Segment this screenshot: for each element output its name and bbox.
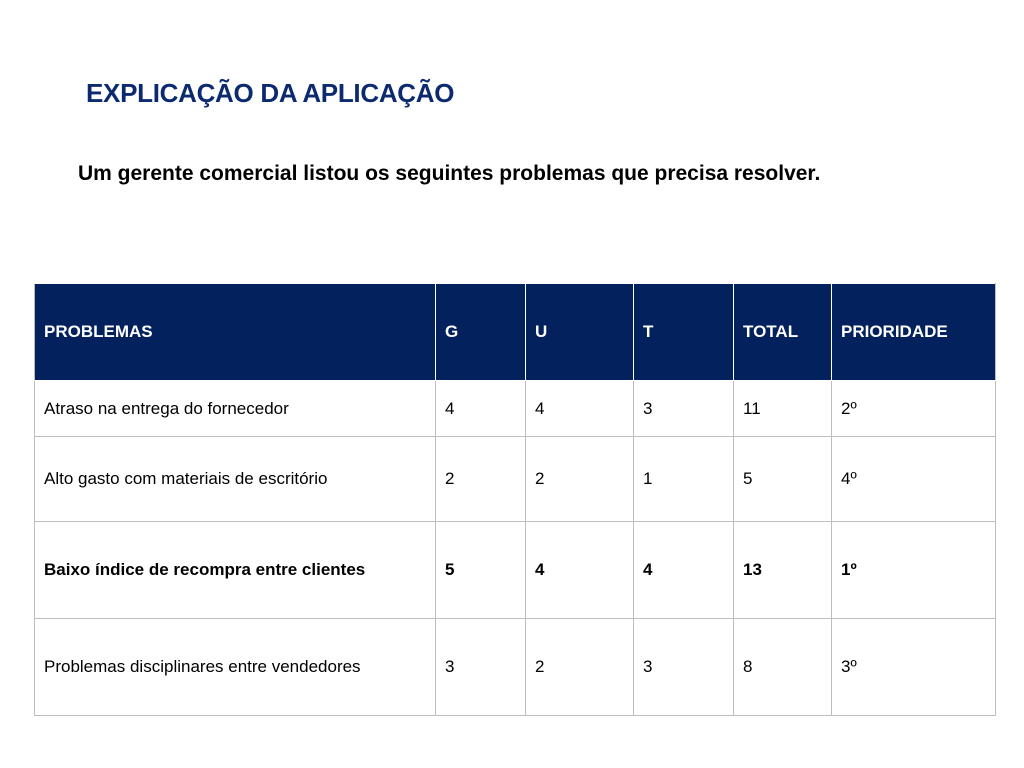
cell-t: 3 (633, 618, 734, 716)
table-row: Alto gasto com materiais de escritório 2… (34, 436, 996, 522)
gut-matrix-table: PROBLEMAS G U T TOTAL PRIORIDADE Atraso … (34, 283, 996, 716)
cell-g: 3 (435, 618, 526, 716)
header-u: U (525, 283, 634, 381)
cell-g: 5 (435, 521, 526, 619)
cell-u: 4 (525, 380, 634, 437)
header-g: G (435, 283, 526, 381)
header-total: TOTAL (733, 283, 832, 381)
cell-problem: Atraso na entrega do fornecedor (34, 380, 436, 437)
cell-problem: Baixo índice de recompra entre clientes (34, 521, 436, 619)
cell-total: 8 (733, 618, 832, 716)
slide-subtitle: Um gerente comercial listou os seguintes… (78, 162, 821, 185)
header-prioridade: PRIORIDADE (831, 283, 996, 381)
cell-t: 3 (633, 380, 734, 437)
slide-title: EXPLICAÇÃO DA APLICAÇÃO (86, 78, 455, 108)
cell-g: 2 (435, 436, 526, 522)
cell-problem: Alto gasto com materiais de escritório (34, 436, 436, 522)
cell-total: 5 (733, 436, 832, 522)
cell-g: 4 (435, 380, 526, 437)
cell-prioridade: 3º (831, 618, 996, 716)
cell-problem: Problemas disciplinares entre vendedores (34, 618, 436, 716)
cell-u: 2 (525, 436, 634, 522)
table-row: Problemas disciplinares entre vendedores… (34, 618, 996, 716)
cell-prioridade: 1º (831, 521, 996, 619)
cell-prioridade: 4º (831, 436, 996, 522)
table-row: Atraso na entrega do fornecedor 4 4 3 11… (34, 380, 996, 437)
cell-u: 2 (525, 618, 634, 716)
table-header-row: PROBLEMAS G U T TOTAL PRIORIDADE (34, 283, 996, 381)
cell-t: 1 (633, 436, 734, 522)
cell-t: 4 (633, 521, 734, 619)
cell-total: 11 (733, 380, 832, 437)
cell-total: 13 (733, 521, 832, 619)
cell-prioridade: 2º (831, 380, 996, 437)
table-row-highlighted: Baixo índice de recompra entre clientes … (34, 521, 996, 619)
header-problemas: PROBLEMAS (34, 283, 436, 381)
cell-u: 4 (525, 521, 634, 619)
header-t: T (633, 283, 734, 381)
